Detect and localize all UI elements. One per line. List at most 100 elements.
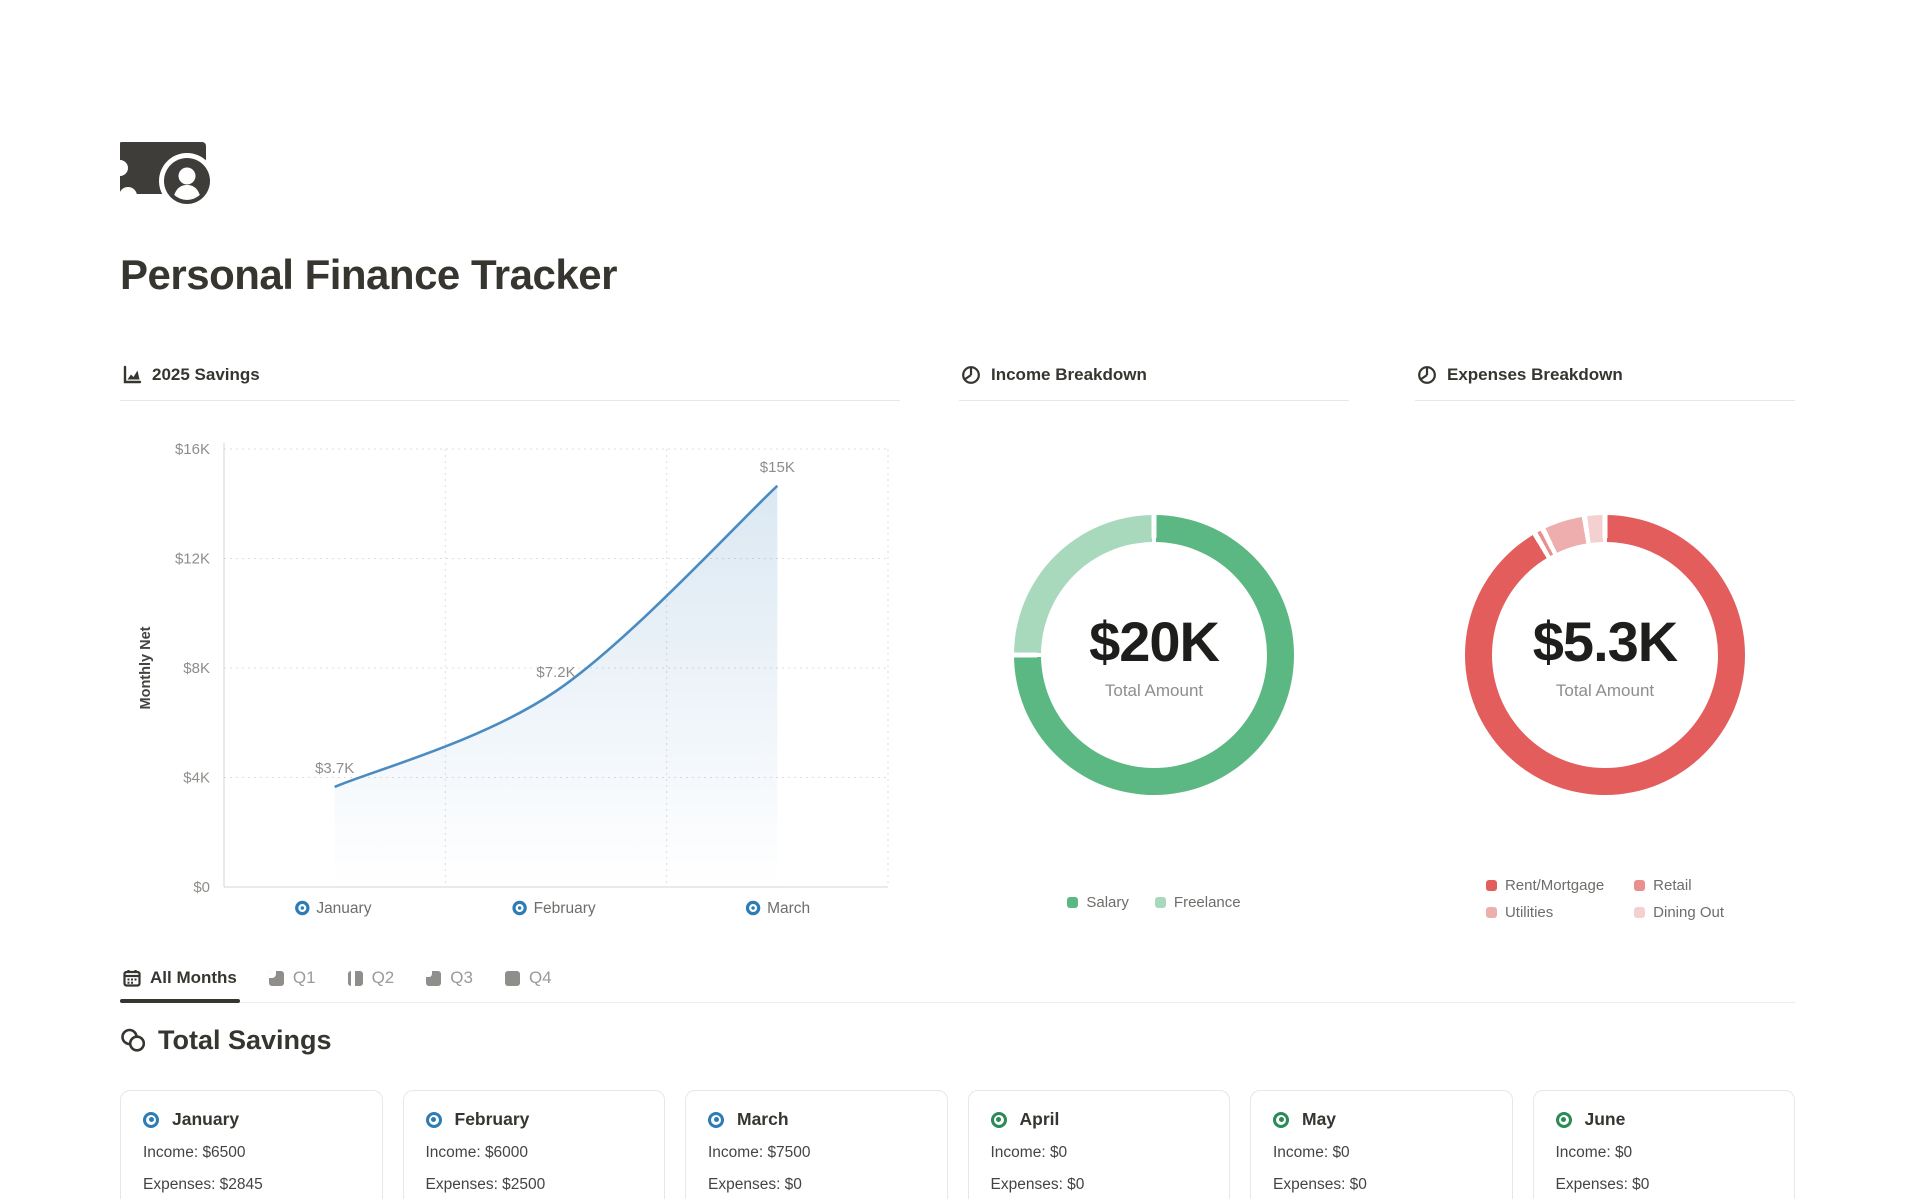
svg-text:Monthly Net: Monthly Net [138, 626, 154, 709]
expenses-donut-chart: $5.3K Total Amount [1465, 515, 1745, 795]
savings-card-title: 2025 Savings [152, 365, 260, 384]
income-total-label: Total Amount [1104, 681, 1204, 700]
legend-swatch [1634, 907, 1646, 918]
svg-text:$15K: $15K [760, 459, 795, 476]
income-card-header: Income Breakdown [959, 363, 1349, 401]
tab-q4[interactable]: Q4 [502, 964, 555, 1002]
month-name: January [172, 1109, 240, 1129]
legend-item-dining-out[interactable]: Dining Out [1634, 904, 1724, 921]
legend-swatch [1154, 897, 1166, 908]
expenses-card-header: Expenses Breakdown [1415, 363, 1795, 401]
month-card-header: May [1273, 1109, 1490, 1130]
tab-q1[interactable]: Q1 [266, 964, 319, 1002]
pie-chart-icon [1418, 366, 1436, 384]
expenses-donut-center: $5.3K Total Amount [1492, 542, 1718, 768]
svg-text:February: February [534, 900, 596, 917]
charts-row: 2025 Savings $16K $12K $8K $4K $0 Monthly Net… [120, 363, 1795, 939]
expenses-total-label: Total Amount [1555, 681, 1655, 700]
month-name: March [737, 1109, 789, 1129]
legend-item-utilities[interactable]: Utilities [1485, 904, 1604, 921]
month-name: April [1019, 1109, 1060, 1129]
month-card-header: March [708, 1109, 925, 1130]
calendar-icon [123, 970, 141, 987]
tab-q2[interactable]: Q2 [345, 964, 398, 1002]
tab-label: All Months [150, 968, 237, 987]
income-chart-card: Income Breakdown $20K Total Amount Salar… [959, 363, 1349, 939]
month-card-header: January [143, 1109, 360, 1130]
tab-label: Q1 [292, 968, 316, 987]
tab-all-months[interactable]: All Months [120, 964, 240, 1003]
legend-swatch [1067, 897, 1079, 908]
expenses-legend: Rent/Mortgage Retail Utilities Dining Out [1415, 877, 1795, 921]
svg-text:$4K: $4K [183, 770, 210, 787]
svg-text:$7.2K: $7.2K [536, 664, 575, 681]
quarter-4-icon [504, 970, 520, 986]
tab-q3[interactable]: Q3 [423, 964, 476, 1002]
savings-card-header: 2025 Savings [120, 363, 900, 401]
legend-item-salary[interactable]: Salary [1067, 894, 1129, 911]
legend-label: Utilities [1504, 904, 1554, 921]
total-savings-heading: Total Savings [120, 1025, 1795, 1056]
income-line: Income: $6000 [425, 1144, 529, 1161]
legend-item-retail[interactable]: Retail [1634, 877, 1724, 894]
expenses-line: Expenses: $0 [990, 1176, 1085, 1193]
total-savings-title: Total Savings [158, 1025, 332, 1055]
month-marker-icon [708, 1111, 724, 1128]
expenses-line: Expenses: $0 [1555, 1176, 1650, 1193]
expenses-total-value: $5.3K [1532, 610, 1678, 673]
expenses-chart-card: Expenses Breakdown $5.3K Total Amount Re… [1415, 363, 1795, 939]
expenses-line: Expenses: $0 [708, 1176, 802, 1193]
month-marker-icon [990, 1111, 1007, 1128]
income-card-title: Income Breakdown [991, 365, 1147, 384]
expenses-donut-area: $5.3K Total Amount Rent/Mortgage Retail Ut… [1415, 401, 1795, 939]
income-line: Income: $0 [990, 1144, 1068, 1161]
month-card-header: April [990, 1109, 1208, 1130]
legend-label: Rent/Mortgage [1504, 877, 1605, 894]
income-legend: Salary Freelance [959, 894, 1349, 911]
month-card-header: February [425, 1109, 643, 1130]
income-total-value: $20K [1089, 610, 1220, 673]
expenses-line: Expenses: $0 [1273, 1176, 1367, 1193]
svg-text:$3.7K: $3.7K [315, 760, 354, 777]
savings-chart-svg: $16K $12K $8K $4K $0 Monthly Net $3.7K $7.2K $15… [138, 441, 889, 917]
pie-chart-icon [962, 366, 980, 384]
month-name: June [1584, 1109, 1626, 1129]
svg-text:$16K: $16K [175, 441, 210, 458]
income-line: Income: $0 [1273, 1144, 1350, 1161]
quarter-1-icon [268, 970, 284, 986]
savings-area-chart: $16K $12K $8K $4K $0 Monthly Net $3.7K $7.2K $15… [120, 401, 900, 939]
tab-label: Q4 [528, 968, 552, 987]
legend-label: Freelance [1173, 894, 1241, 911]
income-line: Income: $6500 [143, 1144, 246, 1161]
month-marker-icon [425, 1111, 442, 1128]
quarter-filter-tabs: All Months Q1 Q2 Q3 Q4 [120, 964, 1795, 1003]
month-name: May [1302, 1109, 1337, 1129]
legend-label: Dining Out [1653, 904, 1725, 921]
legend-item-freelance[interactable]: Freelance [1154, 894, 1241, 911]
legend-item-rent-mortgage[interactable]: Rent/Mortgage [1485, 877, 1605, 894]
legend-swatch [1485, 880, 1497, 891]
expenses-line: Expenses: $2500 [425, 1176, 546, 1193]
svg-text:$12K: $12K [175, 551, 210, 568]
coins-icon [121, 1028, 146, 1052]
income-donut-center: $20K Total Amount [1041, 542, 1267, 768]
svg-text:March: March [767, 900, 810, 917]
legend-label: Salary [1086, 894, 1129, 911]
area-chart-icon [123, 365, 142, 384]
legend-swatch [1634, 880, 1646, 891]
savings-chart-card: 2025 Savings $16K $12K $8K $4K $0 Monthly Net… [120, 363, 900, 939]
legend-label: Retail [1653, 877, 1692, 894]
page-title: Personal Finance Tracker [120, 251, 617, 298]
